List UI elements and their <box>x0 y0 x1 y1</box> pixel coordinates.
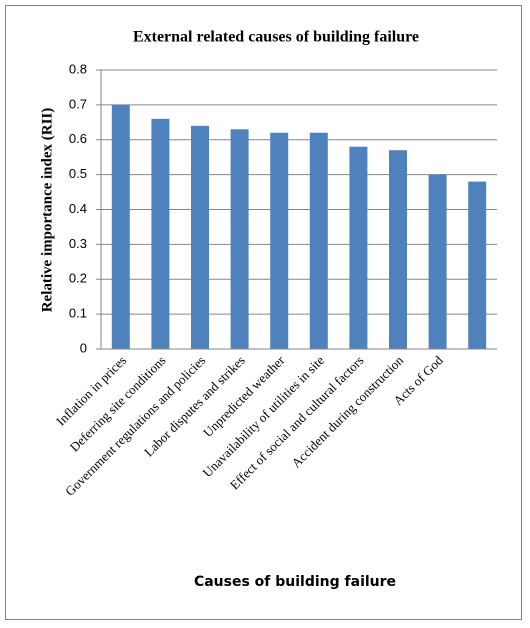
bar <box>151 118 170 349</box>
y-tick-label: 0.7 <box>69 96 87 111</box>
y-tick-label: 0 <box>80 340 87 355</box>
x-axis-label: Causes of building failure <box>194 574 396 590</box>
bar <box>270 132 289 349</box>
bar <box>191 125 209 349</box>
y-tick-label: 0.2 <box>69 271 87 286</box>
bar <box>389 150 407 349</box>
y-tick-label: 0.3 <box>69 236 87 251</box>
y-axis-label: Relative importance index (RII) <box>39 108 55 313</box>
bar <box>230 129 249 349</box>
y-tick-label: 0.4 <box>69 201 87 216</box>
y-tick-label: 0.5 <box>69 166 87 181</box>
bar <box>468 181 487 349</box>
y-tick-label: 0.6 <box>69 131 87 146</box>
bar <box>309 132 328 349</box>
bar <box>349 146 368 349</box>
y-tick-label: 0.8 <box>69 61 87 76</box>
chart-title: External related causes of building fail… <box>133 29 419 46</box>
y-tick-label: 0.1 <box>69 306 87 321</box>
bar <box>111 104 130 349</box>
bar <box>428 174 447 349</box>
